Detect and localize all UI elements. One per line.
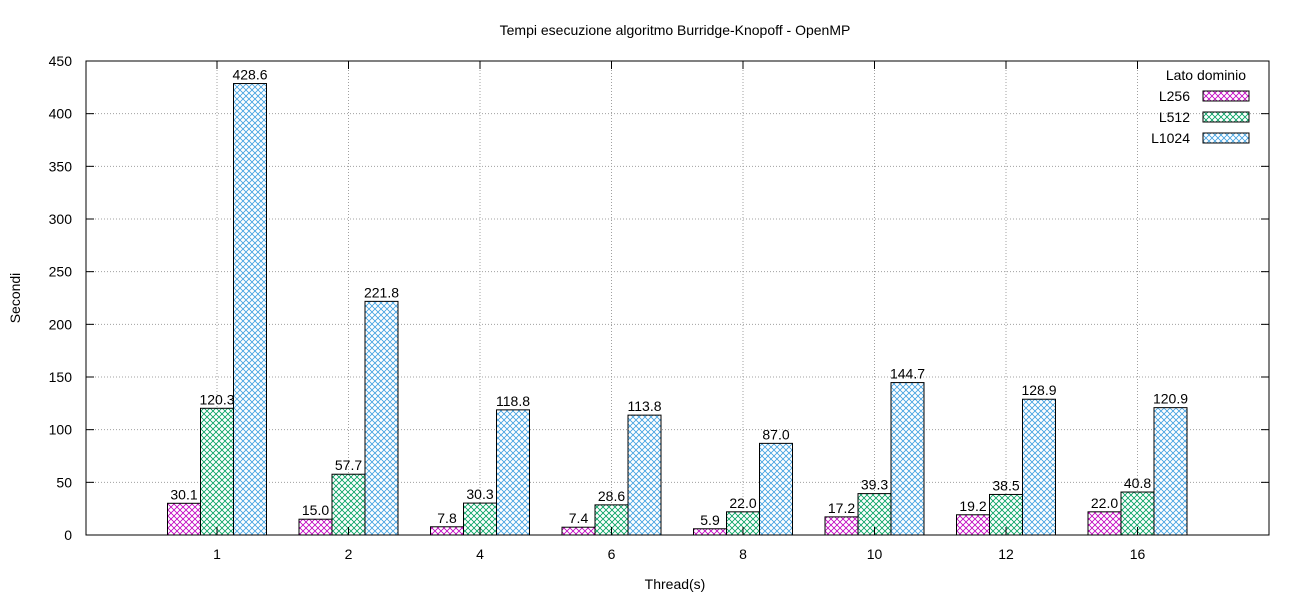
bars [167,83,1188,536]
y-tick-label: 450 [49,53,73,69]
bar-l256-8 [693,528,727,536]
grid-lines [86,61,1269,535]
data-label: 17.2 [828,500,855,516]
data-label: 40.8 [1124,475,1151,491]
x-tick-label: 6 [608,546,616,562]
bar-l1024-4 [496,409,530,536]
y-tick-label: 400 [49,106,73,122]
y-tick-label: 100 [49,422,73,438]
bar-l256-6 [561,526,596,536]
data-label: 120.3 [199,391,234,407]
data-label: 22.0 [729,495,756,511]
data-label: 144.7 [890,366,925,382]
x-tick-label: 16 [1130,546,1146,562]
data-label: 39.3 [861,477,888,493]
x-tick-label: 10 [867,546,883,562]
data-label: 5.9 [700,512,720,528]
data-label: 118.8 [496,393,530,409]
x-tick-label: 1 [213,546,221,562]
data-label: 428.6 [232,67,267,83]
legend-swatch [1202,132,1250,144]
legend-label: L256 [1159,88,1190,104]
bar-l1024-2 [364,300,399,536]
bar-l256-4 [430,526,464,536]
bar-l256-16 [1087,511,1122,536]
y-axis-ticks: 0 50 100 150 200 250 300 350 400 450 [49,53,1269,543]
data-label: 7.8 [437,510,457,526]
data-label: 128.9 [1021,382,1056,398]
legend-swatch [1202,90,1250,102]
data-labels: 30.1 120.3 428.6 15.0 57.7 221.8 7.8 30.3 118.8 7… [170,67,1188,528]
data-label: 19.2 [959,498,986,514]
data-label: 7.4 [569,510,589,526]
legend-label: L512 [1159,109,1190,125]
x-axis-ticks: 1 2 4 6 8 10 12 16 [213,61,1145,562]
bar-l1024-8 [759,442,793,536]
y-tick-label: 0 [64,527,72,543]
bar-l1024-12 [1022,398,1056,536]
data-label: 15.0 [302,502,329,518]
legend-swatch [1202,111,1250,123]
legend-title: Lato dominio [1166,67,1246,83]
bar-l512-2 [331,473,366,536]
x-tick-label: 12 [998,546,1014,562]
data-label: 113.8 [628,398,662,414]
plot-frame [85,60,1270,536]
y-axis-label: Secondi [7,273,23,324]
y-tick-label: 300 [49,211,73,227]
y-tick-label: 250 [49,264,73,280]
bar-l256-12 [956,514,990,536]
bar-l256-1 [167,502,201,536]
y-tick-label: 200 [49,316,73,332]
bar-l512-1 [200,407,234,536]
x-tick-label: 4 [476,546,484,562]
bar-l1024-16 [1153,407,1188,536]
legend-label: L1024 [1151,130,1190,146]
bar-l1024-1 [233,83,267,536]
data-label: 87.0 [762,426,789,442]
x-tick-label: 2 [345,546,353,562]
bar-l256-10 [824,516,859,536]
data-label: 28.6 [598,488,625,504]
x-axis-label: Thread(s) [645,576,706,592]
y-tick-label: 50 [56,474,72,490]
chart-title: Tempi esecuzione algoritmo Burridge-Knop… [500,22,851,38]
y-tick-label: 350 [49,158,73,174]
data-label: 38.5 [992,477,1019,493]
x-tick-label: 8 [739,546,747,562]
data-label: 221.8 [364,284,399,300]
data-label: 30.1 [170,486,197,502]
bar-l1024-6 [627,414,662,536]
bar-l1024-10 [890,382,925,536]
data-label: 22.0 [1091,495,1118,511]
data-label: 57.7 [335,457,362,473]
bar-l256-2 [298,518,333,536]
data-label: 120.9 [1153,391,1188,407]
y-tick-label: 150 [49,369,73,385]
data-label: 30.3 [466,486,493,502]
legend: Lato dominio L256 L512 L1024 [1151,67,1250,146]
